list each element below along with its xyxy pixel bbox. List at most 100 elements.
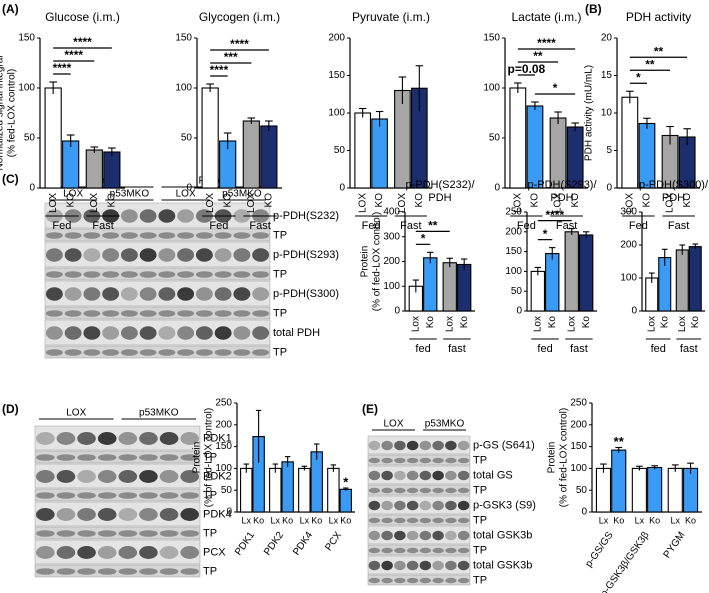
blot-band xyxy=(102,248,120,262)
blot-strip xyxy=(367,514,471,526)
blot-band xyxy=(419,560,432,571)
blot-band xyxy=(77,492,96,499)
x-tick-label: KO xyxy=(65,193,76,208)
blot-band xyxy=(406,530,419,541)
blot-header: p53MKO xyxy=(222,189,262,200)
y-tick-label: 250 xyxy=(215,398,232,409)
blot-band xyxy=(159,568,179,575)
blot-row-label: TP xyxy=(203,527,217,539)
blot-band xyxy=(195,232,213,239)
bar xyxy=(509,87,527,189)
group-label: Fast xyxy=(668,220,689,232)
chart-title: Lactate (i.m.) xyxy=(511,10,581,24)
bar xyxy=(423,257,438,312)
y-tick-label: 200 xyxy=(383,256,400,267)
blot-band xyxy=(83,310,101,317)
y-tick-label: 0 xyxy=(394,306,400,317)
blot-band xyxy=(64,287,82,301)
blot-band xyxy=(177,326,195,340)
blot-band xyxy=(394,457,406,464)
blot-band xyxy=(419,470,432,481)
bar xyxy=(682,467,699,513)
x-tick-label: LOX xyxy=(665,193,676,213)
y-tick-label: 100 xyxy=(505,266,522,277)
blot-band xyxy=(233,326,251,340)
bar xyxy=(281,461,294,513)
panel-label: (C) xyxy=(2,172,19,186)
blot-band xyxy=(83,326,101,340)
blot-band xyxy=(394,487,406,494)
blot-band xyxy=(97,530,117,537)
blot-band xyxy=(64,271,82,278)
y-tick-label: 0 xyxy=(186,183,192,194)
x-tick-label: KO xyxy=(570,193,581,208)
x-tick-label: Lx xyxy=(271,515,281,525)
y-tick-label: 20 xyxy=(601,33,613,44)
y-tick-label: 0 xyxy=(516,306,522,317)
significance: * xyxy=(421,232,426,246)
blot-band xyxy=(64,310,82,317)
blot-band xyxy=(368,530,381,541)
blot-row-label: PDK2 xyxy=(203,470,232,482)
x-tick-label: LOX xyxy=(553,193,564,213)
x-tick-label: Ko xyxy=(613,515,624,525)
blot-band xyxy=(406,577,419,584)
y-tick-label: 150 xyxy=(483,33,500,44)
x-tick-label: KO xyxy=(374,193,385,208)
blot-header: LOX xyxy=(66,408,86,419)
x-tick-label: Ko xyxy=(253,515,264,525)
blot-band xyxy=(457,470,470,481)
significance: * xyxy=(636,70,641,84)
blot-band xyxy=(158,310,176,317)
x-tick-label: Ko xyxy=(581,316,592,329)
y-tick-label: 200 xyxy=(620,240,637,251)
blot-band xyxy=(432,577,444,584)
chart-title: p-PDH(S293)/ xyxy=(527,179,597,191)
blot-band xyxy=(368,470,381,481)
chart-title: PDH activity xyxy=(626,10,691,24)
bar xyxy=(44,87,62,189)
blot-band xyxy=(381,517,393,524)
group-label: Fed xyxy=(52,220,71,232)
blot-band xyxy=(180,470,199,483)
blot-band xyxy=(45,287,63,301)
y-tick-label: 0 xyxy=(581,507,587,518)
blot-band xyxy=(457,530,470,541)
blot-band xyxy=(432,457,444,464)
blot-band xyxy=(214,271,232,278)
y-tick-label: 0 xyxy=(29,183,35,194)
bar xyxy=(394,89,411,189)
significance: p=0.08 xyxy=(508,62,546,76)
blot-band xyxy=(139,248,157,262)
blot-band xyxy=(158,209,176,223)
blot-band xyxy=(368,577,381,584)
bar xyxy=(85,149,103,189)
bar xyxy=(298,467,311,513)
blot-band xyxy=(180,530,199,537)
y-tick-label: 50 xyxy=(489,133,501,144)
bar xyxy=(442,262,457,312)
blot-band xyxy=(381,500,393,511)
blot-band xyxy=(381,530,393,541)
blot-band xyxy=(381,487,393,494)
x-tick-label: Lox xyxy=(410,316,421,332)
blot-band xyxy=(445,577,457,584)
x-tick-label: Ko xyxy=(659,316,670,329)
blot-band xyxy=(406,440,419,451)
blot-band xyxy=(195,310,213,317)
blot-band xyxy=(77,454,96,461)
blot-band xyxy=(252,248,270,262)
blot-strip xyxy=(367,435,471,455)
x-tick-label: LOX xyxy=(205,193,216,213)
blot-row-label: PDK4 xyxy=(203,508,232,520)
y-tick-label: 0 xyxy=(339,183,345,194)
blot-row-label: TP xyxy=(203,451,217,463)
blot-band xyxy=(77,568,96,575)
blot-band xyxy=(120,209,138,223)
blot-band xyxy=(159,470,179,483)
x-tick-label: Lx xyxy=(300,515,310,525)
y-tick-label: 250 xyxy=(505,207,522,218)
panel-label: (E) xyxy=(362,402,378,416)
blot-band xyxy=(118,508,138,521)
panel-label: (B) xyxy=(585,2,602,16)
